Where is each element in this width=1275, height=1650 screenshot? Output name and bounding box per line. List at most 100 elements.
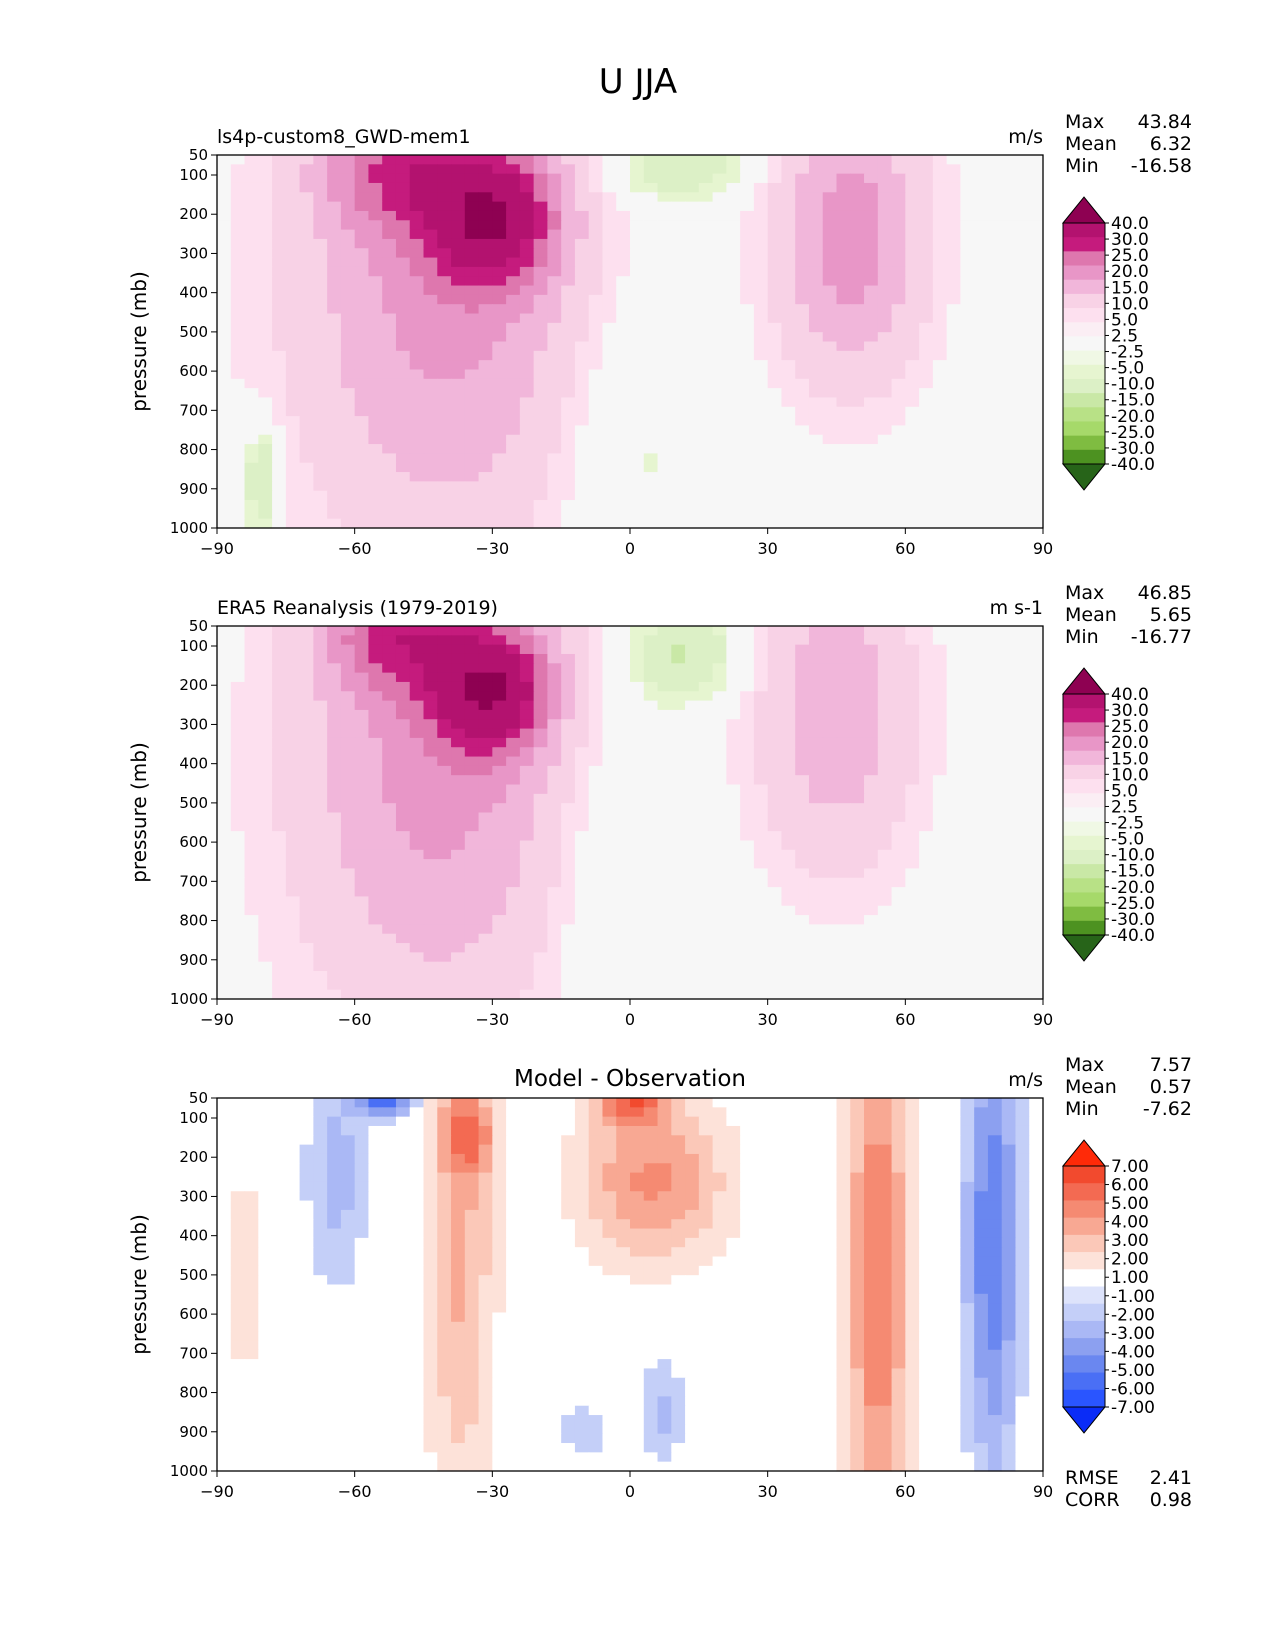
contour-cell	[630, 406, 645, 417]
contour-cell	[244, 155, 259, 165]
contour-cell	[602, 924, 617, 935]
contour-cell	[864, 971, 879, 981]
contour-cell	[217, 952, 232, 963]
contour-cell	[409, 220, 425, 231]
contour-cell	[423, 868, 438, 879]
contour-cell	[602, 490, 617, 501]
contour-cell	[464, 924, 480, 935]
contour-cell	[987, 425, 1003, 436]
contour-cell	[836, 182, 851, 193]
contour-cell	[258, 360, 273, 371]
contour-cell	[974, 700, 989, 711]
contour-cell	[1015, 868, 1030, 879]
contour-cell	[960, 472, 975, 482]
contour-cell	[740, 784, 755, 795]
contour-cell	[946, 406, 961, 417]
contour-cell	[1015, 635, 1030, 646]
contour-cell	[630, 989, 645, 1000]
contour-cell	[864, 350, 879, 361]
contour-cell	[588, 626, 604, 636]
contour-cell	[327, 322, 342, 333]
contour-cell	[864, 453, 879, 464]
contour-cell	[905, 350, 920, 361]
contour-cell	[795, 756, 810, 767]
contour-cell	[905, 341, 920, 352]
contour-cell	[781, 784, 796, 795]
contour-cell	[1001, 266, 1017, 277]
contour-cell	[285, 747, 301, 758]
contour-cell	[464, 220, 480, 231]
contour-cell	[409, 210, 425, 221]
contour-cell	[657, 681, 672, 692]
contour-cell	[974, 933, 989, 944]
contour-cell	[891, 332, 906, 343]
contour-cell	[643, 868, 659, 879]
contour-cell	[946, 803, 961, 814]
contour-cell	[946, 276, 961, 287]
contour-cell	[519, 472, 535, 482]
contour-cell	[767, 350, 783, 361]
contour-cell	[836, 793, 851, 804]
contour-cell	[836, 831, 851, 842]
contour-cell	[451, 793, 466, 804]
contour-cell	[327, 952, 342, 963]
contour-cell	[1029, 905, 1044, 916]
contour-cell	[671, 304, 686, 315]
contour-cell	[657, 378, 672, 389]
contour-cell	[781, 812, 796, 823]
contour-cell	[712, 350, 727, 361]
contour-cell	[781, 803, 796, 814]
contour-cell	[767, 453, 783, 464]
contour-cell	[478, 989, 493, 1000]
contour-cell	[230, 378, 246, 389]
contour-cell	[409, 453, 425, 464]
contour-cell	[808, 681, 824, 692]
contour-cell	[395, 341, 411, 352]
contour-cell	[299, 257, 314, 268]
contour-cell	[946, 509, 961, 520]
contour-cell	[795, 210, 810, 221]
contour-cell	[1001, 868, 1017, 879]
contour-cell	[506, 775, 521, 786]
contour-cell	[671, 728, 686, 739]
contour-cell	[217, 220, 232, 231]
contour-cell	[340, 933, 356, 944]
contour-cell	[905, 644, 920, 655]
contour-cell	[616, 849, 631, 860]
contour-cell	[919, 210, 934, 221]
contour-cell	[781, 462, 796, 473]
contour-cell	[492, 933, 507, 944]
contour-cell	[382, 691, 397, 702]
contour-cell	[1015, 989, 1030, 1000]
contour-cell	[602, 626, 617, 636]
contour-cell	[987, 691, 1003, 702]
contour-cell	[850, 793, 865, 804]
contour-cell	[382, 462, 397, 473]
contour-cell	[767, 952, 783, 963]
contour-cell	[547, 518, 562, 529]
contour-cell	[492, 672, 507, 683]
contour-cell	[395, 360, 411, 371]
contour-cell	[561, 952, 576, 963]
contour-cell	[409, 971, 425, 981]
contour-cell	[1029, 434, 1044, 445]
contour-cell	[533, 635, 548, 646]
contour-cell	[960, 672, 975, 683]
contour-cell	[299, 500, 314, 510]
colorbar-segment	[1063, 336, 1105, 351]
contour-cell	[643, 765, 659, 776]
contour-cell	[299, 840, 314, 851]
contour-cell	[492, 444, 507, 454]
contour-cell	[616, 635, 631, 646]
contour-cell	[932, 332, 948, 343]
contour-cell	[643, 840, 659, 851]
contour-cell	[313, 672, 328, 683]
contour-cell	[726, 378, 741, 389]
colorbar-label: 10.0	[1111, 765, 1149, 785]
contour-cell	[354, 672, 370, 683]
contour-cell	[1029, 164, 1044, 175]
contour-cell	[808, 192, 824, 203]
contour-cell	[767, 961, 783, 972]
contour-cell	[395, 915, 411, 925]
contour-cell	[905, 924, 920, 935]
